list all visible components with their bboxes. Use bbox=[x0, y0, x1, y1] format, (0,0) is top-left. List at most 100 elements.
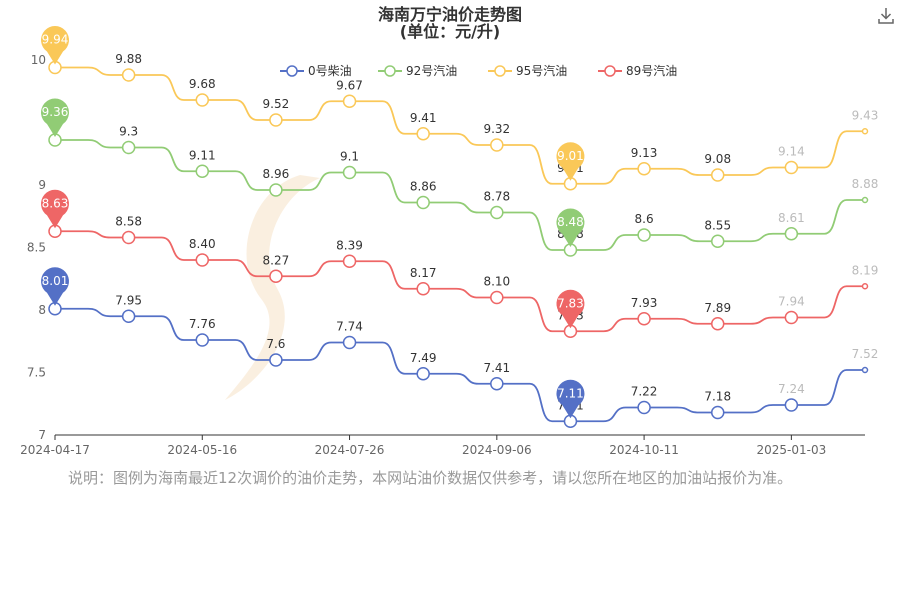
data-point bbox=[195, 333, 210, 347]
legend-item-3[interactable]: 89号汽油 bbox=[598, 63, 677, 78]
data-point bbox=[861, 366, 869, 374]
download-icon[interactable] bbox=[876, 6, 896, 26]
data-label: 8.96 bbox=[263, 167, 290, 181]
legend-marker bbox=[286, 65, 298, 77]
data-point bbox=[121, 68, 136, 82]
x-tick-label: 2024-09-06 bbox=[462, 443, 532, 457]
data-point bbox=[490, 138, 504, 152]
x-tick-label: 2025-01-03 bbox=[756, 443, 826, 457]
data-point bbox=[416, 367, 430, 381]
chart-title: 海南万宁油价走势图 bbox=[378, 5, 522, 24]
data-point bbox=[861, 283, 869, 290]
data-point bbox=[269, 269, 283, 283]
data-point bbox=[342, 335, 357, 350]
data-label: 9.13 bbox=[631, 146, 658, 160]
data-label: 7.22 bbox=[631, 385, 658, 399]
data-point bbox=[710, 234, 725, 248]
data-label: 7.41 bbox=[483, 361, 510, 375]
data-label: 9.1 bbox=[340, 150, 359, 164]
data-label: 8.78 bbox=[483, 190, 510, 204]
chart-subtitle: (单位：元/升) bbox=[400, 22, 500, 41]
x-tick-label: 2024-10-11 bbox=[609, 443, 679, 457]
series-1: 9.3 9.11 8.96 9.1 8.86 8.78 8.48 8.6 8.55 8.61 8.8… bbox=[41, 98, 878, 257]
data-label: 8.39 bbox=[336, 238, 363, 252]
legend-label: 95号汽油 bbox=[516, 63, 567, 78]
data-point bbox=[269, 183, 283, 197]
min-pin: 7.11 bbox=[556, 379, 585, 419]
series-layer: 7.95 7.76 7.6 7.74 7.49 7.41 7.11 7.22 7.18 7.24 7… bbox=[41, 26, 879, 428]
data-point bbox=[269, 113, 283, 127]
data-label: 9.14 bbox=[778, 145, 805, 159]
data-point bbox=[490, 290, 504, 305]
data-label: 7.95 bbox=[115, 293, 142, 307]
data-point bbox=[195, 93, 210, 107]
data-point bbox=[121, 140, 136, 155]
pin-label: 8.01 bbox=[42, 274, 69, 288]
data-label: 9.08 bbox=[704, 152, 731, 166]
series-line bbox=[55, 230, 865, 333]
data-point bbox=[710, 405, 725, 420]
series-line bbox=[55, 307, 865, 423]
data-point bbox=[637, 312, 651, 326]
data-point bbox=[710, 168, 725, 182]
data-point bbox=[784, 227, 799, 241]
data-point bbox=[342, 254, 357, 268]
legend-item-2[interactable]: 95号汽油 bbox=[488, 63, 567, 78]
min-pin: 8.48 bbox=[556, 208, 585, 247]
data-label: 7.49 bbox=[410, 351, 437, 365]
legend-label: 0号柴油 bbox=[308, 64, 352, 78]
series-line bbox=[55, 66, 865, 185]
data-label: 8.10 bbox=[483, 275, 510, 289]
legend[interactable]: 0号柴油 92号汽油 95号汽油 89号汽油 bbox=[280, 63, 677, 78]
chart-note: 说明：图例为海南最近12次调价的油价走势，本网站油价数据仅供参考，请以您所在地区… bbox=[68, 469, 793, 487]
data-point bbox=[637, 400, 651, 415]
x-tick-label: 2024-04-17 bbox=[20, 443, 90, 457]
pin-label: 8.63 bbox=[42, 196, 69, 210]
y-tick-label: 10 bbox=[31, 53, 46, 67]
pin-shape bbox=[41, 26, 69, 65]
y-tick-label: 8 bbox=[38, 303, 46, 317]
axes: 7 7.5 8 8.5 9 10 2024-04-17 2024-05-16 2024-07-2… bbox=[20, 53, 865, 457]
data-label: 7.6 bbox=[266, 337, 285, 351]
legend-item-0[interactable]: 0号柴油 bbox=[280, 64, 352, 78]
data-point bbox=[784, 398, 799, 412]
data-point bbox=[342, 94, 357, 108]
data-label: 8.58 bbox=[115, 215, 142, 229]
x-tick-label: 2024-05-16 bbox=[167, 443, 237, 457]
data-label: 8.17 bbox=[410, 266, 437, 280]
data-label: 9.43 bbox=[852, 108, 879, 122]
data-label: 7.94 bbox=[778, 295, 805, 309]
data-point bbox=[121, 230, 136, 245]
min-pin: 7.83 bbox=[556, 289, 585, 329]
data-point bbox=[710, 317, 725, 331]
data-label: 8.86 bbox=[410, 180, 437, 194]
legend-marker bbox=[604, 65, 616, 77]
pin-label: 9.94 bbox=[42, 33, 69, 47]
data-label: 9.52 bbox=[263, 97, 290, 111]
legend-label: 89号汽油 bbox=[626, 63, 677, 78]
data-label: 9.41 bbox=[410, 111, 437, 125]
x-tick-label: 2024-07-26 bbox=[315, 443, 385, 457]
data-label: 7.93 bbox=[631, 296, 658, 310]
data-point bbox=[416, 195, 430, 210]
max-pin: 8.01 bbox=[41, 267, 69, 306]
data-label: 8.27 bbox=[263, 253, 290, 267]
y-tick-label: 7 bbox=[38, 428, 46, 442]
max-pin: 8.63 bbox=[41, 189, 69, 229]
watermark bbox=[225, 175, 320, 400]
legend-item-1[interactable]: 92号汽油 bbox=[378, 63, 457, 78]
data-label: 8.55 bbox=[704, 218, 731, 232]
pin-shape bbox=[41, 189, 69, 229]
data-point bbox=[490, 377, 504, 391]
data-point bbox=[342, 165, 357, 180]
data-label: 7.52 bbox=[852, 347, 879, 361]
legend-marker bbox=[494, 65, 506, 77]
data-label: 8.40 bbox=[189, 237, 216, 251]
pin-shape bbox=[556, 289, 585, 329]
series-0: 7.95 7.76 7.6 7.74 7.49 7.41 7.11 7.22 7.18 7.24 7… bbox=[41, 267, 879, 428]
data-point bbox=[637, 162, 651, 176]
data-label: 9.88 bbox=[115, 52, 142, 66]
data-point bbox=[490, 205, 504, 220]
pin-label: 9.36 bbox=[42, 105, 69, 119]
